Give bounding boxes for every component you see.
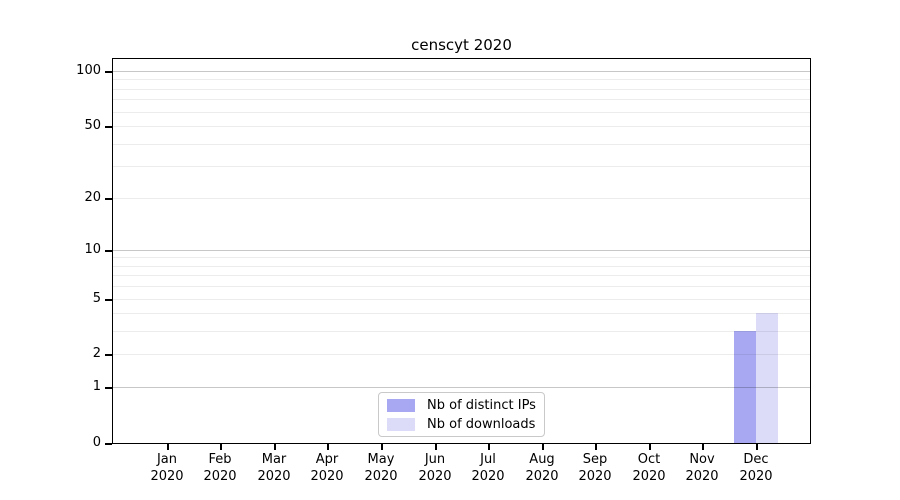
bar-downloads xyxy=(756,313,778,443)
x-tick-mark xyxy=(702,444,704,450)
y-tick-label: 2 xyxy=(92,346,101,361)
major-gridline xyxy=(113,387,810,388)
x-tick-label: May 2020 xyxy=(349,451,413,485)
bars-layer xyxy=(113,59,810,443)
y-tick-label: 10 xyxy=(84,242,101,257)
legend-label: Nb of distinct IPs xyxy=(427,397,536,413)
x-tick-label: Jun 2020 xyxy=(403,451,467,485)
x-tick-label: Oct 2020 xyxy=(617,451,681,485)
x-tick-month: Jun xyxy=(424,452,446,467)
x-tick-month: May xyxy=(367,452,395,467)
x-tick-mark xyxy=(381,444,383,450)
y-tick-label: 0 xyxy=(92,435,101,450)
x-tick-year: 2020 xyxy=(739,469,773,484)
x-tick-mark xyxy=(167,444,169,450)
x-tick-label: Jul 2020 xyxy=(456,451,520,485)
minor-gridline xyxy=(113,79,810,80)
minor-gridline xyxy=(113,286,810,287)
y-tick-label: 100 xyxy=(76,63,101,78)
x-tick-label: Nov 2020 xyxy=(670,451,734,485)
minor-gridline xyxy=(113,257,810,258)
y-tick-mark xyxy=(105,354,112,356)
x-tick-year: 2020 xyxy=(364,469,398,484)
legend-item: Nb of distinct IPs xyxy=(387,398,544,413)
x-tick-year: 2020 xyxy=(150,469,184,484)
legend: Nb of distinct IPs Nb of downloads xyxy=(378,392,545,437)
minor-gridline xyxy=(113,313,810,314)
x-tick-month: Dec xyxy=(743,452,769,467)
y-tick-mark xyxy=(105,443,112,445)
minor-gridline xyxy=(113,266,810,267)
y-tick-label: 50 xyxy=(84,118,101,133)
x-tick-year: 2020 xyxy=(525,469,559,484)
x-tick-year: 2020 xyxy=(471,469,505,484)
legend-item: Nb of downloads xyxy=(387,417,544,432)
x-tick-month: Aug xyxy=(529,452,555,467)
y-tick-mark xyxy=(105,250,112,252)
major-gridline xyxy=(113,71,810,72)
x-tick-label: Dec 2020 xyxy=(724,451,788,485)
minor-gridline xyxy=(113,112,810,113)
minor-gridline xyxy=(113,354,810,355)
x-tick-label: Feb 2020 xyxy=(188,451,252,485)
legend-swatch xyxy=(387,398,415,412)
chart-title: censcyt 2020 xyxy=(411,36,512,54)
x-tick-mark xyxy=(274,444,276,450)
x-tick-year: 2020 xyxy=(578,469,612,484)
x-tick-mark xyxy=(488,444,490,450)
y-tick-label: 1 xyxy=(92,379,101,394)
x-tick-mark xyxy=(595,444,597,450)
x-tick-mark xyxy=(220,444,222,450)
x-tick-month: Jan xyxy=(156,452,178,467)
major-gridline xyxy=(113,250,810,251)
x-tick-month: Apr xyxy=(315,452,339,467)
legend-label: Nb of downloads xyxy=(427,416,536,432)
y-tick-mark xyxy=(105,126,112,128)
y-tick-mark xyxy=(105,71,112,73)
x-tick-year: 2020 xyxy=(203,469,237,484)
minor-gridline xyxy=(113,299,810,300)
minor-gridline xyxy=(113,99,810,100)
x-tick-mark xyxy=(435,444,437,450)
x-tick-year: 2020 xyxy=(418,469,452,484)
x-tick-label: Jan 2020 xyxy=(135,451,199,485)
x-tick-month: Sep xyxy=(582,452,608,467)
x-tick-year: 2020 xyxy=(685,469,719,484)
minor-gridline xyxy=(113,166,810,167)
x-tick-month: Mar xyxy=(261,452,287,467)
legend-swatch xyxy=(387,417,415,431)
x-tick-month: Nov xyxy=(689,452,715,467)
y-tick-mark xyxy=(105,299,112,301)
bar-distinct-ips xyxy=(734,331,756,443)
x-tick-label: Sep 2020 xyxy=(563,451,627,485)
x-tick-mark xyxy=(542,444,544,450)
y-tick-mark xyxy=(105,387,112,389)
x-tick-month: Jul xyxy=(480,452,496,467)
x-tick-year: 2020 xyxy=(257,469,291,484)
minor-gridline xyxy=(113,198,810,199)
plot-area xyxy=(112,58,811,444)
minor-gridline xyxy=(113,126,810,127)
y-tick-label: 5 xyxy=(92,291,101,306)
x-tick-year: 2020 xyxy=(310,469,344,484)
minor-gridline xyxy=(113,331,810,332)
y-tick-label: 20 xyxy=(84,190,101,205)
x-tick-mark xyxy=(327,444,329,450)
grid-layer xyxy=(113,59,810,443)
x-tick-label: Apr 2020 xyxy=(295,451,359,485)
y-tick-mark xyxy=(105,198,112,200)
minor-gridline xyxy=(113,89,810,90)
minor-gridline xyxy=(113,275,810,276)
x-tick-label: Aug 2020 xyxy=(510,451,574,485)
minor-gridline xyxy=(113,144,810,145)
x-tick-month: Oct xyxy=(637,452,661,467)
x-tick-month: Feb xyxy=(208,452,232,467)
x-tick-year: 2020 xyxy=(632,469,666,484)
x-tick-label: Mar 2020 xyxy=(242,451,306,485)
x-tick-mark xyxy=(649,444,651,450)
x-tick-mark xyxy=(756,444,758,450)
